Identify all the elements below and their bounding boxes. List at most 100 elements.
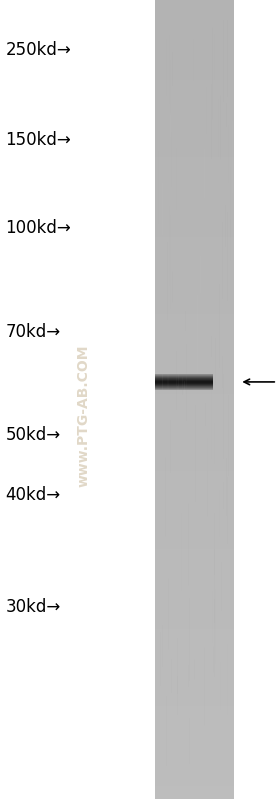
- Bar: [155, 737, 234, 741]
- Bar: [155, 256, 234, 259]
- Bar: [155, 578, 234, 581]
- Bar: [155, 631, 234, 634]
- Text: 50kd→: 50kd→: [6, 427, 61, 444]
- Bar: [155, 629, 234, 631]
- Bar: [155, 314, 234, 317]
- Bar: [155, 637, 234, 639]
- Bar: [155, 695, 234, 698]
- Bar: [155, 117, 234, 120]
- Bar: [155, 727, 234, 730]
- Bar: [155, 753, 234, 757]
- Bar: [155, 136, 234, 139]
- Bar: [155, 328, 234, 331]
- Bar: [155, 389, 234, 392]
- Bar: [155, 573, 234, 575]
- Bar: [155, 365, 234, 368]
- Bar: [155, 58, 234, 62]
- Bar: [155, 266, 234, 269]
- Bar: [155, 381, 234, 384]
- Bar: [155, 245, 234, 248]
- Bar: [155, 344, 234, 347]
- Bar: [155, 24, 234, 27]
- Bar: [155, 594, 234, 597]
- Bar: [155, 122, 234, 125]
- Bar: [155, 765, 234, 767]
- Bar: [155, 386, 234, 389]
- Bar: [155, 693, 234, 695]
- Bar: [155, 538, 234, 541]
- Bar: [155, 296, 234, 299]
- Bar: [155, 192, 234, 195]
- Bar: [155, 312, 234, 315]
- Bar: [155, 368, 234, 371]
- Bar: [155, 38, 234, 40]
- Bar: [155, 645, 234, 647]
- Bar: [155, 423, 234, 427]
- Bar: [155, 447, 234, 451]
- Bar: [155, 434, 234, 437]
- Bar: [155, 479, 234, 483]
- Bar: [155, 437, 234, 439]
- Bar: [155, 793, 234, 797]
- Bar: [155, 530, 234, 533]
- Bar: [155, 325, 234, 328]
- Bar: [155, 725, 234, 727]
- Bar: [155, 769, 234, 773]
- Bar: [155, 157, 234, 160]
- Bar: [155, 154, 234, 157]
- Bar: [155, 32, 234, 35]
- Bar: [155, 525, 234, 527]
- Bar: [155, 352, 234, 355]
- Bar: [155, 336, 234, 339]
- Bar: [155, 88, 234, 91]
- Bar: [155, 498, 234, 501]
- Bar: [155, 144, 234, 147]
- Bar: [155, 293, 234, 296]
- Bar: [155, 22, 234, 24]
- Bar: [155, 402, 234, 405]
- Text: 100kd→: 100kd→: [6, 219, 71, 237]
- Bar: [155, 200, 234, 203]
- Bar: [155, 338, 234, 341]
- Bar: [155, 445, 234, 447]
- Bar: [155, 669, 234, 671]
- Bar: [155, 341, 234, 344]
- Bar: [155, 229, 234, 232]
- Bar: [155, 767, 234, 770]
- Bar: [155, 213, 234, 216]
- Bar: [155, 176, 234, 179]
- Bar: [155, 210, 234, 213]
- Bar: [155, 487, 234, 491]
- Bar: [155, 431, 234, 435]
- Bar: [155, 541, 234, 543]
- Bar: [155, 677, 234, 679]
- Bar: [155, 634, 234, 637]
- Bar: [155, 698, 234, 701]
- Bar: [155, 615, 234, 618]
- Bar: [155, 178, 234, 181]
- Bar: [155, 109, 234, 113]
- Bar: [155, 570, 234, 573]
- Bar: [155, 354, 234, 357]
- Text: 40kd→: 40kd→: [6, 487, 61, 504]
- Bar: [155, 360, 234, 363]
- Bar: [155, 586, 234, 589]
- Bar: [155, 761, 234, 765]
- Bar: [155, 309, 234, 312]
- Bar: [155, 671, 234, 674]
- Bar: [155, 50, 234, 54]
- Bar: [155, 415, 234, 419]
- Bar: [155, 565, 234, 567]
- Bar: [155, 554, 234, 557]
- Bar: [155, 93, 234, 96]
- Bar: [155, 0, 234, 3]
- Bar: [155, 280, 234, 283]
- Bar: [155, 405, 234, 407]
- Bar: [155, 535, 234, 539]
- Bar: [155, 170, 234, 173]
- Bar: [155, 106, 234, 109]
- Bar: [155, 650, 234, 653]
- Bar: [155, 173, 234, 176]
- Bar: [155, 333, 234, 336]
- Bar: [155, 493, 234, 495]
